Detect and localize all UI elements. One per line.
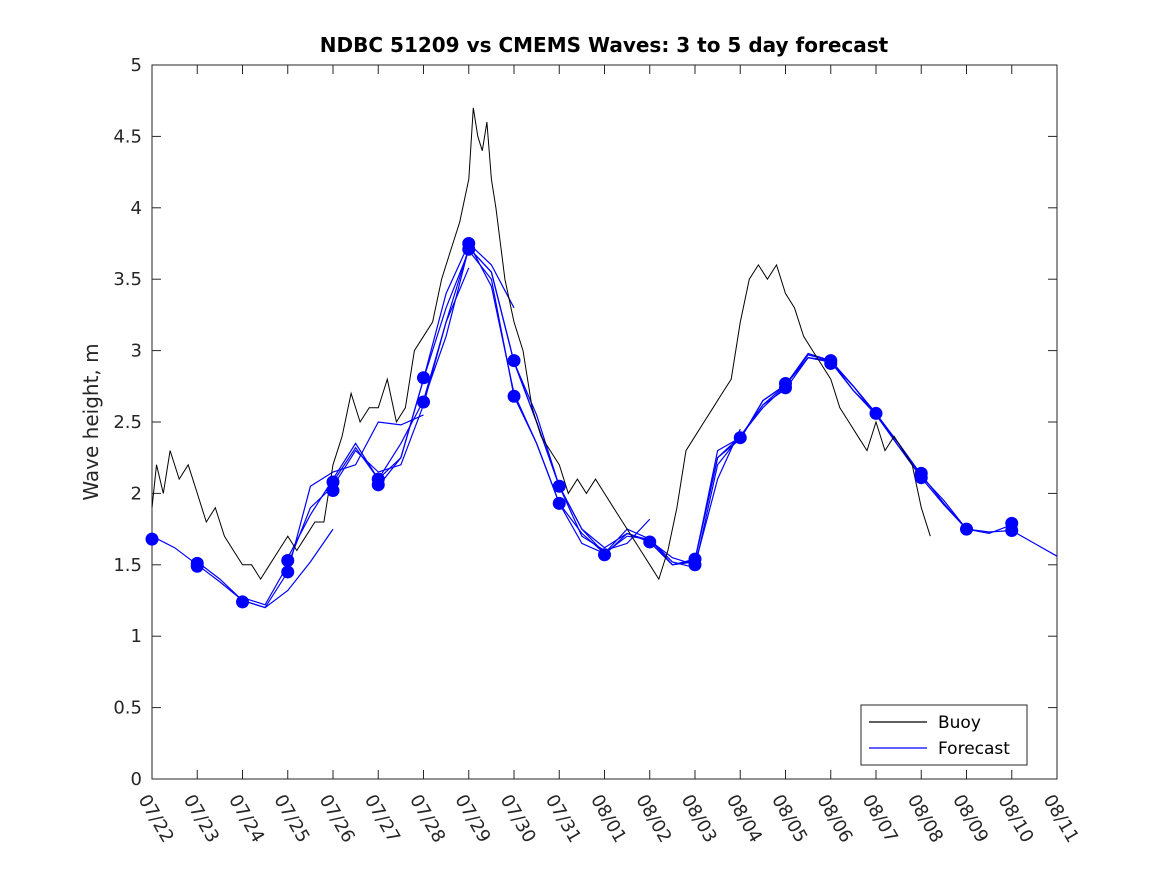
forecast-marker: [417, 371, 430, 385]
forecast-line: [377, 249, 605, 554]
y-tick-label: 0: [131, 769, 142, 790]
forecast-line: [830, 361, 1058, 557]
x-tick-label: 08/02: [631, 791, 675, 846]
x-tick-label: 08/01: [586, 791, 630, 846]
x-tick-label: 07/26: [315, 791, 359, 846]
axes-box: [151, 64, 1058, 780]
x-tick-label: 08/07: [858, 791, 902, 846]
forecast-line: [739, 354, 967, 530]
forecast-line: [649, 357, 877, 566]
y-tick-label: 0.5: [113, 698, 142, 719]
forecast-marker: [507, 354, 521, 368]
forecast-marker: [598, 548, 611, 562]
x-tick-label: 07/30: [496, 791, 540, 846]
x-tick-label: 07/23: [179, 791, 223, 846]
forecast-marker: [281, 554, 295, 568]
forecast-line: [287, 242, 515, 558]
x-tick-label: 08/09: [948, 791, 992, 846]
y-tick-label: 4.5: [113, 126, 142, 147]
forecast-marker: [462, 242, 476, 256]
forecast-line: [332, 246, 560, 487]
forecast-marker: [733, 431, 747, 445]
forecast-marker: [869, 406, 883, 420]
forecast-marker: [326, 484, 340, 498]
forecast-marker: [145, 532, 159, 546]
x-tick-label: 08/08: [903, 791, 947, 846]
legend: Buoy Forecast: [860, 704, 1028, 766]
x-tick-label: 07/22: [134, 791, 178, 846]
forecast-line: [422, 246, 651, 552]
y-tick-label: 1.5: [113, 555, 142, 576]
y-tick-label: 3: [131, 341, 142, 362]
forecast-marker: [417, 395, 430, 409]
forecast-marker: [190, 559, 204, 573]
forecast-marker: [688, 558, 702, 572]
x-tick-label: 07/27: [360, 791, 404, 846]
forecast-marker: [960, 522, 973, 536]
forecast-line: [468, 243, 696, 566]
forecast-marker: [643, 535, 657, 549]
forecast-marker: [779, 381, 792, 395]
forecast-marker: [914, 471, 928, 485]
forecast-line: [196, 414, 424, 609]
x-tick-label: 08/10: [993, 791, 1037, 846]
x-tick-label: 07/31: [541, 791, 585, 846]
buoy-line: [151, 107, 931, 581]
forecast-line: [558, 385, 786, 569]
x-tick-label: 08/06: [812, 791, 856, 846]
legend-label: Buoy: [938, 713, 981, 733]
chart-title: NDBC 51209 vs CMEMS Waves: 3 to 5 day fo…: [320, 33, 889, 57]
forecast-marker: [507, 389, 521, 403]
forecast-marker: [236, 595, 249, 609]
forecast-marker: [824, 356, 838, 370]
x-tick-label: 07/25: [269, 791, 313, 846]
forecast-marker: [1005, 524, 1019, 538]
forecast-line: [694, 352, 922, 561]
x-tick-label: 08/03: [677, 791, 721, 846]
x-tick-label: 08/05: [767, 791, 811, 846]
forecast-marker: [552, 496, 566, 510]
forecast-marker: [281, 565, 295, 579]
y-tick-label: 2: [131, 483, 142, 504]
y-tick-label: 2.5: [113, 412, 142, 433]
x-tick-label: 07/29: [450, 791, 494, 846]
x-tick-label: 08/04: [722, 791, 766, 846]
y-axis-title: Wave height, m: [79, 343, 103, 500]
y-tick-label: 3.5: [113, 269, 142, 290]
x-tick-label: 08/11: [1039, 791, 1083, 846]
y-tick-label: 5: [131, 55, 142, 76]
y-tick-label: 1: [131, 626, 142, 647]
forecast-line: [513, 361, 741, 566]
forecast-marker: [371, 478, 385, 492]
legend-label: Forecast: [938, 739, 1010, 759]
forecast-marker: [552, 479, 566, 493]
legend-box: [860, 704, 1028, 766]
x-tick-label: 07/24: [224, 791, 268, 846]
forecast-line: [242, 267, 470, 606]
y-tick-label: 4: [131, 198, 142, 219]
x-tick-label: 07/28: [405, 791, 449, 846]
